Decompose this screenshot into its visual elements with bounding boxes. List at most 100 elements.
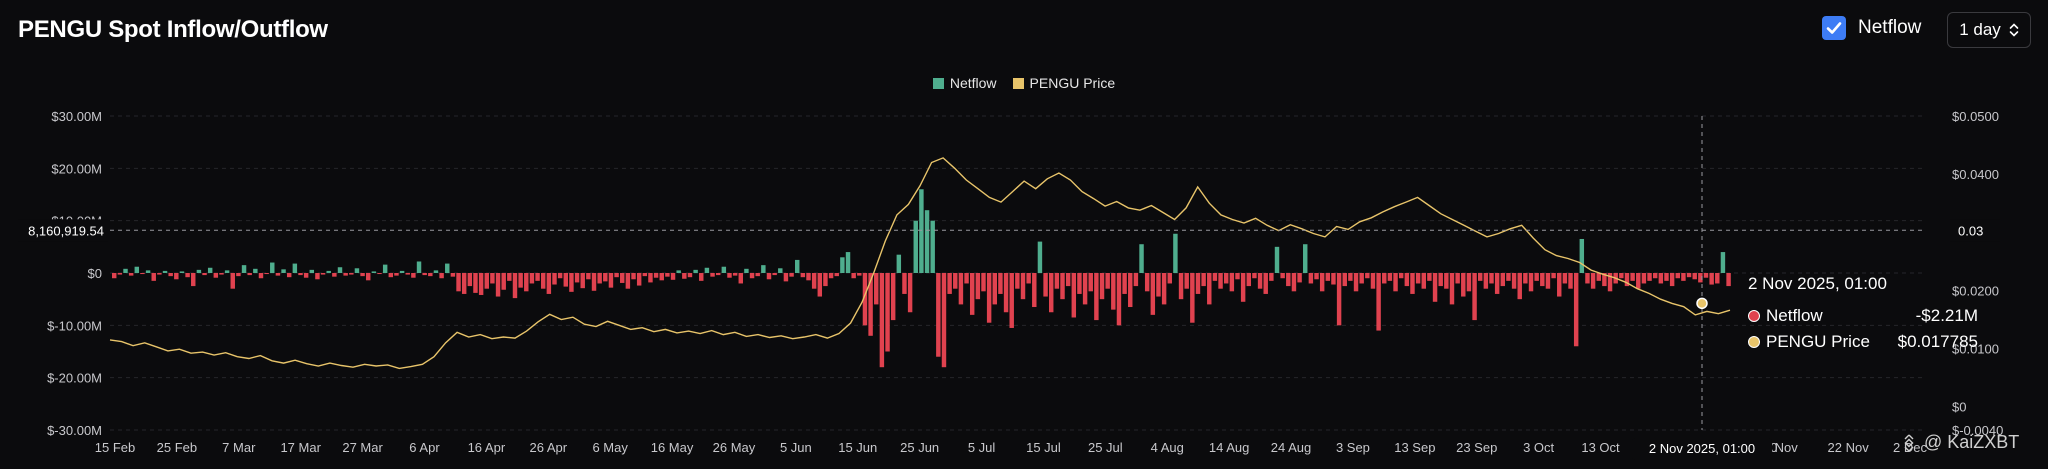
interval-select[interactable]: 1 day <box>1947 12 2031 48</box>
netflow-bar <box>574 273 580 283</box>
netflow-bar <box>1167 273 1172 284</box>
netflow-bar <box>800 273 806 278</box>
x-tick-label: 6 Apr <box>409 440 440 455</box>
netflow-bar <box>1415 273 1421 284</box>
netflow-bar <box>941 273 947 368</box>
netflow-bar <box>699 273 704 281</box>
netflow-bar <box>546 273 552 294</box>
netflow-bar <box>1071 273 1077 318</box>
netflow-bar <box>394 273 399 276</box>
netflow-bar <box>112 273 117 279</box>
netflow-bar <box>151 273 156 281</box>
netflow-bar <box>281 269 286 273</box>
netflow-bar <box>1376 273 1381 331</box>
tooltip-price-value: $0.017785 <box>1897 332 1978 351</box>
netflow-bar <box>653 273 659 278</box>
netflow-bar <box>473 273 478 293</box>
crosshair-price-marker <box>1696 297 1708 310</box>
netflow-bar <box>665 273 670 277</box>
netflow-bar <box>704 267 710 273</box>
legend-item-price[interactable]: PENGU Price <box>1012 75 1116 91</box>
netflow-bar <box>1325 273 1331 281</box>
netflow-bar <box>1077 273 1082 294</box>
netflow-bar <box>1139 244 1144 273</box>
x-tick-label: 16 Apr <box>468 440 506 455</box>
netflow-bar <box>439 273 444 279</box>
crosshair-right-badge <box>1950 219 2000 242</box>
netflow-bar <box>857 273 862 276</box>
netflow-bar <box>1359 273 1364 284</box>
netflow-bar <box>1404 273 1410 287</box>
netflow-bar <box>727 273 732 278</box>
x-tick-label: 7 Mar <box>222 440 256 455</box>
legend-item-netflow[interactable]: Netflow <box>932 75 997 91</box>
netflow-bar <box>1133 273 1139 287</box>
netflow-bar <box>1291 273 1297 292</box>
legend-price-label: PENGU Price <box>1029 75 1116 91</box>
netflow-bar <box>738 273 743 284</box>
netflow-bar <box>1235 273 1240 280</box>
netflow-bar <box>1698 273 1703 283</box>
netflow-bar <box>275 273 281 276</box>
netflow-bar <box>636 273 642 286</box>
netflow-bar <box>1207 273 1212 305</box>
crosshair-left-value: 8,160,919.54 <box>28 223 104 238</box>
netflow-bar <box>1308 273 1314 284</box>
netflow-bar <box>625 273 631 289</box>
netflow-bar <box>382 264 388 273</box>
netflow-bar <box>1551 273 1556 279</box>
netflow-bar <box>1303 244 1308 273</box>
x-tick-label: 27 Mar <box>342 440 383 455</box>
netflow-bar <box>1240 273 1246 302</box>
netflow-bar <box>1049 273 1054 313</box>
netflow-bar <box>1686 273 1692 278</box>
netflow-bar <box>1568 273 1573 289</box>
tooltip-netflow-label: Netflow <box>1766 306 1823 325</box>
price-swatch <box>1012 77 1024 89</box>
netflow-bar <box>1715 273 1720 284</box>
netflow-bar <box>687 273 693 278</box>
netflow-bar <box>1342 273 1347 287</box>
crosshair-left-badge <box>18 219 108 242</box>
netflow-bar <box>366 273 371 281</box>
x-tick-label: 23 Sep <box>1456 440 1497 455</box>
x-tick-label: 26 Apr <box>529 440 567 455</box>
netflow-toggle[interactable]: Netflow <box>1822 16 1921 40</box>
netflow-bar <box>507 273 512 281</box>
netflow-bar <box>1709 273 1714 285</box>
netflow-bar <box>919 189 924 273</box>
left-tick-label: $20.00M <box>51 161 102 176</box>
netflow-bar <box>597 273 602 284</box>
netflow-bar <box>766 273 772 280</box>
netflow-bar <box>1382 273 1387 284</box>
x-tick-label: 4 Aug <box>1151 440 1184 455</box>
netflow-bar <box>1579 238 1585 273</box>
netflow-bar <box>1664 273 1669 281</box>
tooltip-netflow-row: Netflow -$2.21M <box>1748 306 1978 326</box>
netflow-bar <box>343 273 348 276</box>
netflow-bar <box>1116 273 1122 326</box>
x-tick-label: 2 Nov 2025, 01:00 <box>1671 440 1777 455</box>
netflow-bar <box>360 273 365 277</box>
netflow-bar <box>1054 273 1060 289</box>
netflow-bar <box>286 273 292 278</box>
netflow-bar <box>1212 273 1218 281</box>
netflow-bar <box>1065 273 1071 287</box>
netflow-bar <box>1060 273 1065 300</box>
netflow-bar <box>1032 273 1037 308</box>
netflow-bar <box>1726 273 1731 287</box>
netflow-bar <box>744 268 749 273</box>
netflow-bar <box>879 273 885 368</box>
netflow-bar <box>162 270 168 273</box>
netflow-bar <box>512 273 518 299</box>
watermark: @ KaiZXBT <box>1900 432 2019 453</box>
netflow-bar <box>1195 273 1201 294</box>
netflow-bar <box>732 273 738 276</box>
netflow-bar <box>236 273 241 277</box>
netflow-bar <box>1088 273 1093 292</box>
netflow-checkbox[interactable] <box>1822 16 1846 40</box>
netflow-bar <box>1545 273 1551 289</box>
netflow-bar <box>478 273 484 295</box>
right-tick-label: $0 <box>1952 400 1966 415</box>
